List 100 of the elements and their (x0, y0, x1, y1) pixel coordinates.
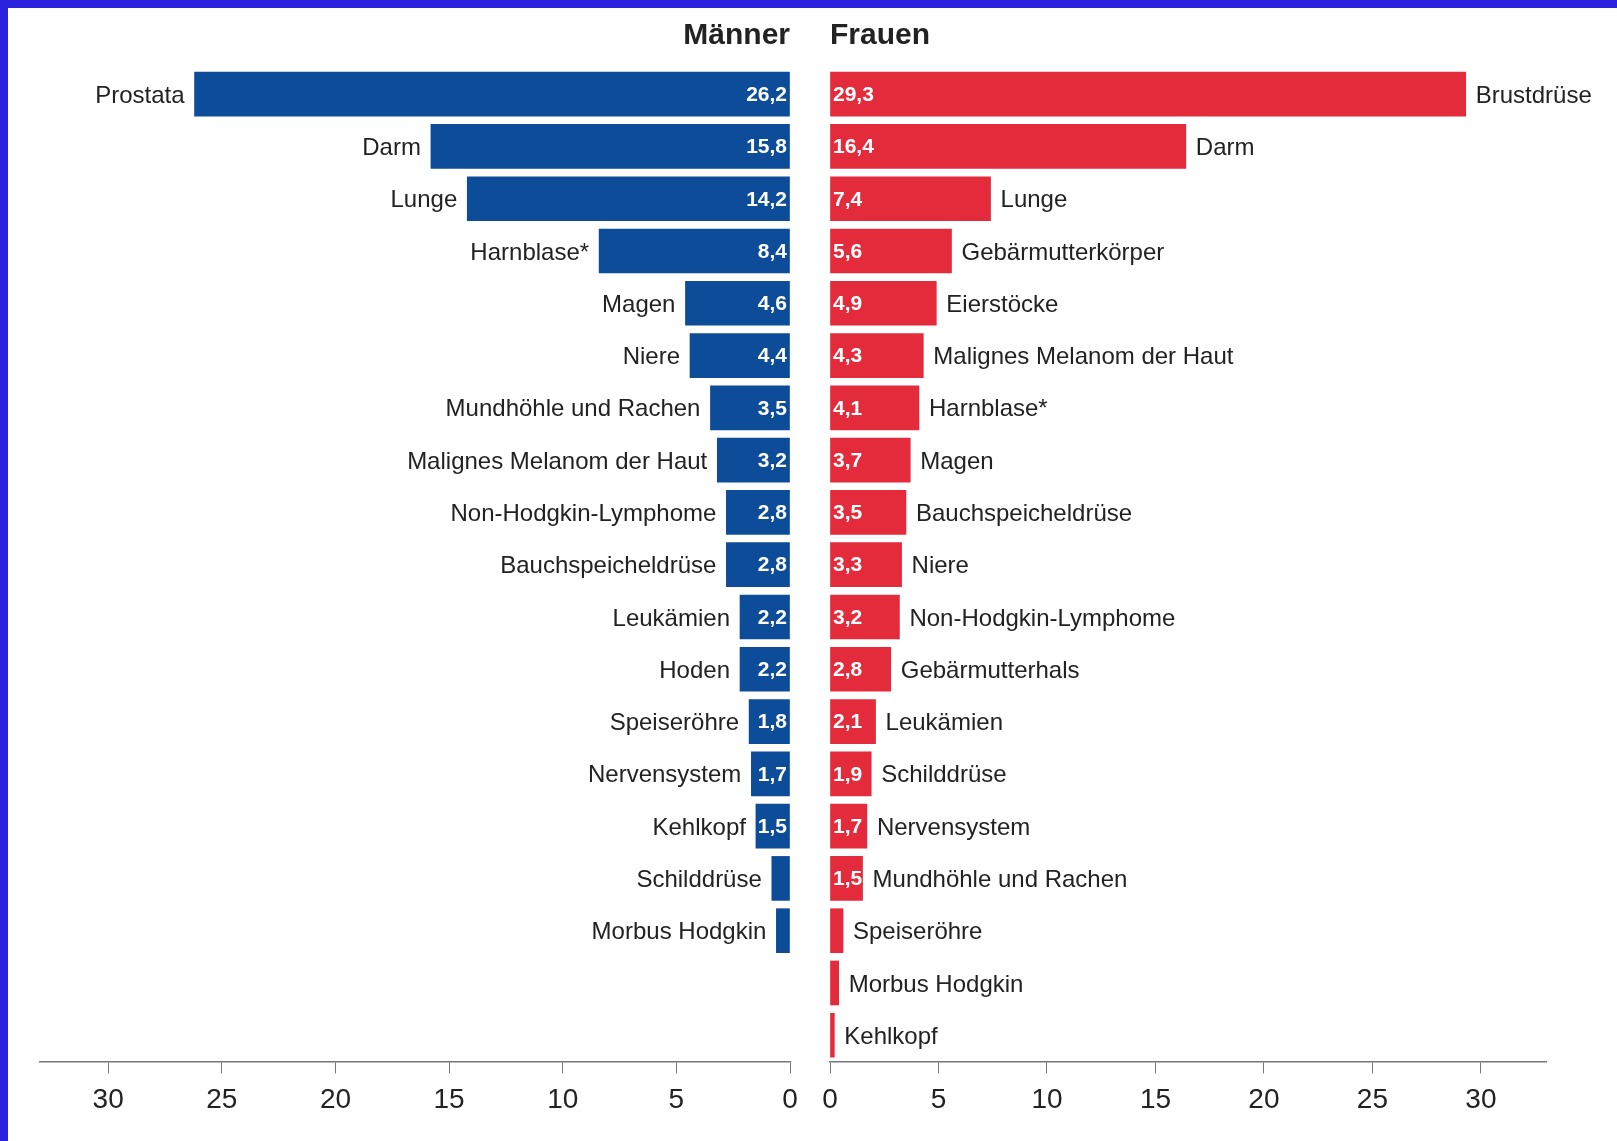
bar (830, 385, 920, 431)
data-label: 4,9 (833, 291, 863, 315)
bar (771, 856, 790, 901)
y-tick-label: Speiseröhre (853, 917, 983, 945)
bar (830, 333, 924, 378)
y-tick-label: Non-Hodgkin-Lymphome (450, 499, 717, 527)
data-label: 1,5 (757, 813, 788, 837)
y-tick-label: Kehlkopf (652, 812, 747, 840)
bar (830, 699, 876, 744)
bar (830, 594, 900, 640)
data-label: 1,7 (833, 813, 863, 837)
y-tick-label: Niere (622, 342, 680, 370)
data-label: 15,8 (746, 134, 788, 158)
x-tick-label: 30 (1465, 1082, 1497, 1114)
bar (830, 280, 937, 326)
data-label: 3,3 (833, 552, 863, 576)
y-tick-label: Lunge (390, 185, 458, 213)
x-tick-label: 0 (782, 1082, 798, 1114)
data-label: 2,2 (757, 657, 787, 681)
data-label: 2,8 (757, 552, 788, 576)
y-tick-label: Magen (602, 289, 676, 317)
y-tick-label: Leukämien (885, 708, 1003, 736)
data-label: 1,7 (757, 761, 787, 785)
y-tick-label: Schilddrüse (881, 760, 1007, 788)
y-tick-label: Morbus Hodgkin (848, 969, 1024, 997)
data-label: 1,8 (757, 709, 788, 733)
data-label: 3,2 (757, 447, 787, 471)
bar (685, 280, 790, 326)
data-label: 5,6 (833, 238, 863, 262)
x-tick-label: 5 (930, 1082, 947, 1114)
y-tick-label: Prostata (95, 80, 186, 108)
x-tick-label: 25 (206, 1082, 238, 1114)
y-tick-label: Darm (362, 133, 421, 161)
y-tick-label: Non-Hodgkin-Lymphome (909, 603, 1176, 631)
y-tick-label: Hoden (659, 655, 730, 683)
data-label: 2,1 (833, 709, 863, 733)
bar (830, 908, 844, 954)
x-tick-label: 10 (547, 1082, 579, 1114)
bar (830, 490, 907, 535)
x-tick-label: 20 (1248, 1082, 1280, 1114)
x-tick-label: 25 (1356, 1082, 1388, 1114)
x-tick-label: 5 (668, 1082, 685, 1114)
data-label: 4,4 (757, 343, 788, 367)
y-tick-label: Brustdrüse (1475, 80, 1592, 108)
y-tick-label: Gebärmutterhals (900, 655, 1080, 683)
x-tick-label: 0 (822, 1082, 838, 1114)
x-tick-label: 10 (1031, 1082, 1063, 1114)
x-tick-label: 15 (433, 1082, 465, 1114)
data-label: 1,5 (833, 866, 863, 890)
y-tick-label: Bauchspeicheldrüse (500, 551, 717, 579)
data-label: 4,6 (757, 291, 787, 315)
bar (830, 646, 892, 692)
y-tick-label: Harnblase* (928, 394, 1048, 422)
data-label: 8,4 (757, 238, 788, 262)
data-label: 26,2 (746, 81, 787, 105)
y-tick-label: Magen (920, 446, 994, 474)
y-tick-label: Schilddrüse (636, 865, 762, 893)
data-label: 4,1 (833, 395, 863, 419)
data-label: 3,7 (833, 447, 863, 471)
bar (830, 437, 911, 483)
y-tick-label: Mundhöhle und Rachen (445, 394, 701, 422)
y-tick-label: Leukämien (612, 603, 730, 631)
data-label: 29,3 (833, 81, 874, 105)
bar (830, 124, 1187, 169)
data-label: 16,4 (833, 134, 875, 158)
y-tick-label: Bauchspeicheldrüse (915, 499, 1133, 527)
chart-title: Frauen (830, 17, 931, 51)
data-label: 2,2 (757, 604, 787, 628)
y-tick-label: Malignes Melanom der Haut (933, 342, 1234, 370)
bar (726, 490, 790, 535)
bar (726, 542, 790, 588)
x-tick-label: 20 (319, 1082, 352, 1114)
bar (830, 176, 991, 222)
data-label: 3,2 (833, 604, 863, 628)
bar (830, 228, 952, 274)
y-tick-label: Nervensystem (587, 760, 742, 788)
bar (830, 960, 840, 1006)
x-tick-label: 30 (92, 1082, 124, 1114)
bar (430, 124, 790, 169)
y-tick-label: Gebärmutterkörper (961, 237, 1165, 265)
bar (716, 437, 790, 483)
y-tick-label: Nervensystem (876, 812, 1031, 840)
y-tick-label: Speiseröhre (609, 708, 740, 736)
y-tick-label: Malignes Melanom der Haut (407, 446, 708, 474)
data-label: 2,8 (757, 500, 788, 524)
y-tick-label: Lunge (1000, 185, 1068, 213)
bar (689, 333, 790, 378)
bar (598, 228, 790, 274)
bar (830, 1012, 835, 1058)
bar (466, 176, 790, 222)
data-label: 3,5 (833, 500, 863, 524)
y-tick-label: Niere (911, 551, 969, 579)
y-tick-label: Eierstöcke (946, 289, 1059, 317)
data-label: 7,4 (833, 186, 863, 210)
x-tick-label: 15 (1139, 1082, 1172, 1114)
data-label: 1,9 (833, 761, 863, 785)
y-tick-label: Mundhöhle und Rachen (872, 865, 1128, 893)
y-tick-label: Darm (1195, 133, 1255, 161)
data-label: 3,5 (757, 395, 788, 419)
bar (739, 646, 790, 692)
